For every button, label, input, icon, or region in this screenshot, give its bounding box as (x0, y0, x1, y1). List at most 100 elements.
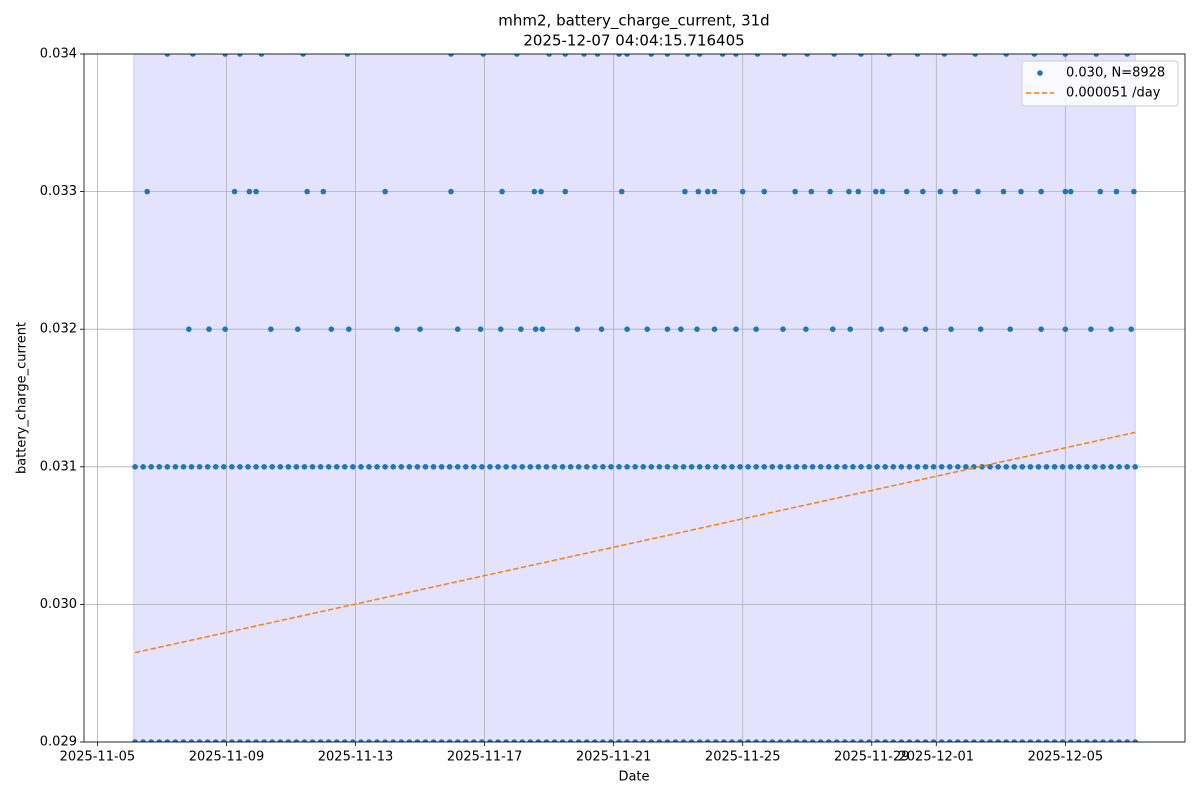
scatter-point (448, 54, 454, 57)
scatter-point (721, 739, 727, 742)
scatter-point (538, 188, 544, 195)
scatter-point (503, 464, 509, 470)
scatter-point (374, 739, 380, 742)
scatter-point (583, 739, 590, 742)
scatter-point (539, 326, 546, 333)
scatter-point (753, 739, 759, 742)
scatter-point (471, 464, 477, 470)
scatter-point (827, 188, 833, 195)
scatter-point (979, 739, 985, 742)
y-tick-label: 0.029 (40, 735, 77, 750)
scatter-point (1059, 464, 1066, 470)
x-tick-label: 2025-11-21 (576, 750, 652, 765)
scatter-point (719, 54, 726, 57)
scatter-point (739, 188, 746, 195)
scatter-point (1132, 464, 1139, 470)
scatter-point (543, 464, 550, 470)
scatter-point (328, 326, 335, 333)
scatter-point (1018, 188, 1024, 195)
scatter-point (930, 464, 937, 470)
scatter-point (531, 188, 538, 195)
scatter-point (253, 464, 259, 470)
scatter-point (1097, 188, 1104, 195)
scatter-point (574, 326, 581, 333)
scatter-point (285, 464, 292, 470)
scatter-point (737, 739, 743, 742)
scatter-point (188, 739, 195, 742)
scatter-point (253, 739, 259, 742)
scatter-point (1067, 188, 1074, 195)
scatter-point (664, 464, 671, 470)
scatter-point (624, 739, 630, 742)
scatter-point (180, 464, 187, 470)
scatter-point (344, 54, 351, 57)
scatter-point (696, 54, 703, 57)
trend-line (134, 431, 1136, 654)
x-tick-label: 2025-11-09 (189, 750, 265, 765)
scatter-point (222, 326, 228, 333)
scatter-point (672, 739, 679, 742)
scatter-point (898, 464, 905, 470)
scatter-point (858, 464, 864, 470)
scatter-point (711, 326, 718, 333)
scatter-point (471, 739, 477, 742)
scatter-point (511, 739, 517, 742)
scatter-point (780, 326, 786, 333)
scatter-point (300, 54, 306, 57)
scatter-point (858, 54, 864, 57)
scatter-point (1116, 464, 1122, 470)
scatter-point (480, 54, 487, 57)
scatter-point (656, 739, 663, 742)
scatter-point (1128, 326, 1135, 333)
scatter-point (269, 739, 276, 742)
scatter-point (446, 739, 453, 742)
scatter-point (975, 188, 981, 195)
scatter-point (914, 464, 921, 470)
y-tick-label: 0.030 (40, 597, 77, 612)
scatter-point (972, 54, 979, 57)
scatter-point (527, 464, 534, 470)
scatter-point (258, 54, 265, 57)
scatter-point (511, 464, 517, 470)
scatter-point (1043, 739, 1050, 742)
scatter-point (495, 739, 501, 742)
scatter-point (1100, 739, 1106, 742)
scatter-point (519, 739, 526, 742)
scatter-point (1035, 739, 1042, 742)
scatter-point (1007, 326, 1014, 333)
scatter-point (261, 739, 267, 742)
x-tick-label: 2025-12-01 (899, 750, 975, 765)
scatter-point (878, 326, 884, 333)
plot-area (132, 54, 1139, 742)
scatter-point (454, 326, 461, 333)
scatter-point (1031, 54, 1038, 57)
scatter-point (559, 464, 566, 470)
scatter-point (825, 464, 832, 470)
scatter-point (221, 739, 227, 742)
scatter-point (922, 464, 929, 470)
scatter-point (882, 739, 889, 742)
scatter-point (855, 188, 862, 195)
scatter-point (644, 326, 651, 333)
scatter-point (711, 188, 718, 195)
scatter-point (922, 739, 929, 742)
scatter-point (398, 464, 405, 470)
scatter-point (172, 464, 179, 470)
scatter-point (514, 54, 520, 57)
scatter-point (1038, 188, 1044, 195)
scatter-point (963, 464, 969, 470)
scatter-point (906, 739, 913, 742)
scatter-point (535, 464, 542, 470)
scatter-point (938, 739, 945, 742)
scatter-point (1075, 739, 1082, 742)
scatter-point (664, 326, 671, 333)
scatter-point (204, 739, 211, 742)
scatter-point (761, 739, 768, 742)
scatter-point (594, 54, 601, 57)
scatter-point (682, 188, 688, 195)
scatter-point (825, 739, 832, 742)
scatter-point (304, 188, 310, 195)
scatter-point (1088, 326, 1094, 333)
scatter-point (696, 739, 703, 742)
